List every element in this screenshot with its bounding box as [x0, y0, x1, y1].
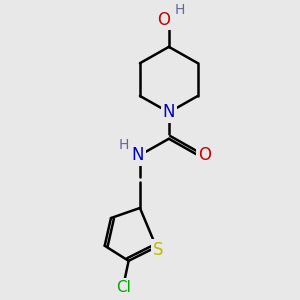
Text: Cl: Cl [116, 280, 131, 295]
Text: O: O [157, 11, 170, 29]
Text: O: O [198, 146, 211, 164]
Text: H: H [118, 137, 129, 152]
Text: H: H [174, 3, 184, 16]
Text: N: N [132, 146, 144, 164]
Text: S: S [153, 241, 164, 259]
Text: N: N [163, 103, 175, 121]
